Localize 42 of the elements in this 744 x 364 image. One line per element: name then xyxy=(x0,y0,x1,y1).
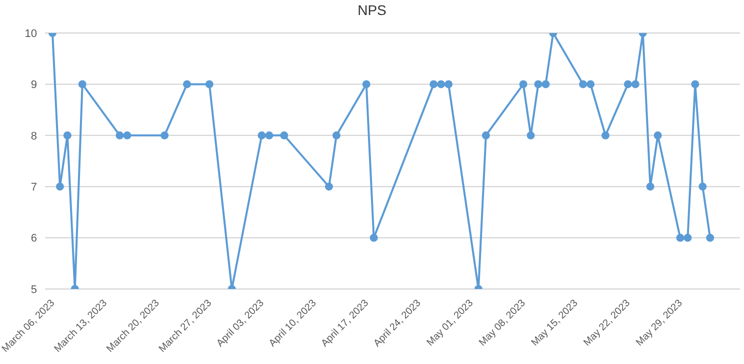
point xyxy=(362,80,370,88)
point xyxy=(482,131,490,140)
point xyxy=(646,182,654,191)
point xyxy=(579,80,588,88)
chart-title: NPS xyxy=(356,2,388,18)
point xyxy=(601,131,610,140)
point xyxy=(280,131,288,140)
y-tick-label: 7 xyxy=(30,182,37,194)
point xyxy=(258,131,266,140)
point xyxy=(586,80,595,88)
y-tick-label: 9 xyxy=(30,79,37,92)
point xyxy=(526,131,535,140)
y-tick-label: 8 xyxy=(30,130,37,142)
y-tick-label: 10 xyxy=(24,28,37,40)
point xyxy=(437,80,446,88)
point xyxy=(654,131,662,140)
point xyxy=(123,131,132,140)
point xyxy=(78,80,86,88)
point xyxy=(624,80,632,88)
point xyxy=(324,182,333,191)
point xyxy=(430,80,438,88)
point xyxy=(160,131,169,140)
point xyxy=(676,234,684,242)
point xyxy=(116,131,124,140)
point xyxy=(698,182,707,191)
point xyxy=(684,234,692,242)
y-tick-label: 6 xyxy=(30,232,37,245)
y-tick-label: 5 xyxy=(30,284,37,296)
point xyxy=(542,80,550,88)
point xyxy=(519,80,528,88)
point xyxy=(706,234,714,242)
point xyxy=(370,234,378,242)
point xyxy=(631,80,640,88)
point xyxy=(182,80,191,88)
point xyxy=(205,80,214,88)
point xyxy=(63,131,72,140)
point xyxy=(56,182,64,191)
point xyxy=(534,80,542,88)
point xyxy=(265,131,274,140)
point xyxy=(444,80,453,88)
point xyxy=(332,131,340,140)
point xyxy=(691,80,700,88)
